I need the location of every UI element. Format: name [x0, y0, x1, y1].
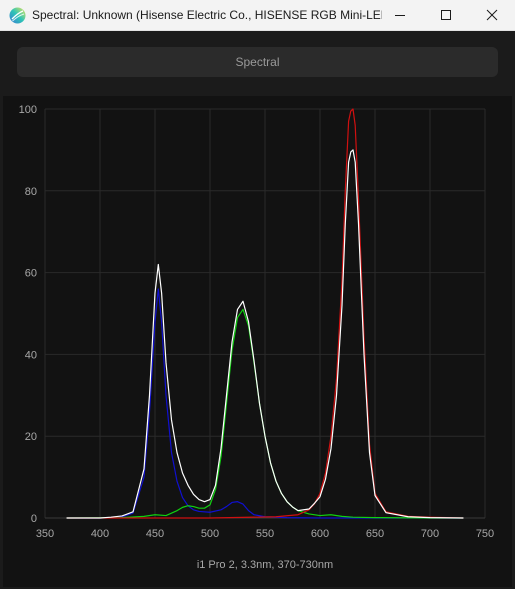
y-tick-label: 40	[25, 349, 37, 361]
x-axis-label: i1 Pro 2, 3.3nm, 370-730nm	[197, 559, 333, 571]
y-tick-label: 20	[25, 431, 37, 443]
spectrum-series-line-1	[66, 308, 464, 519]
x-tick-label: 400	[91, 528, 109, 540]
x-tick-label: 600	[311, 528, 329, 540]
minimize-icon	[395, 15, 405, 16]
close-icon	[486, 9, 498, 21]
spectrum-series-line-2	[66, 108, 464, 519]
x-tick-label: 500	[201, 528, 219, 540]
y-tick-label: 0	[31, 513, 37, 525]
y-tick-label: 100	[19, 104, 37, 116]
x-tick-label: 450	[146, 528, 164, 540]
x-tick-label: 750	[476, 528, 494, 540]
spectral-chart: 350 400 450 500 550 600 650 700 750 0 20 40 60 80 100 i…	[19, 104, 495, 571]
x-tick-label: 650	[366, 528, 384, 540]
title-bar[interactable]: Spectral: Unknown (Hisense Electric Co.,…	[0, 0, 515, 31]
spectral-plot-panel: 350 400 450 500 550 600 650 700 750 0 20 40 60 80 100 i…	[3, 96, 512, 587]
close-button[interactable]	[469, 0, 515, 31]
maximize-button[interactable]	[423, 0, 469, 31]
spectrum-series-line-3	[66, 149, 464, 519]
window-title: Spectral: Unknown (Hisense Electric Co.,…	[32, 8, 382, 22]
maximize-icon	[441, 10, 451, 20]
x-tick-label: 350	[36, 528, 54, 540]
x-tick-label: 700	[421, 528, 439, 540]
spectral-tab-button[interactable]: Spectral	[17, 47, 498, 77]
spectral-app-icon	[9, 7, 26, 24]
y-tick-label: 80	[25, 186, 37, 198]
x-tick-label: 550	[256, 528, 274, 540]
y-tick-label: 60	[25, 268, 37, 280]
minimize-button[interactable]	[377, 0, 423, 31]
window-content: Spectral 350 400 450 500 550 600 650 700 750 0 20 4…	[0, 31, 515, 589]
